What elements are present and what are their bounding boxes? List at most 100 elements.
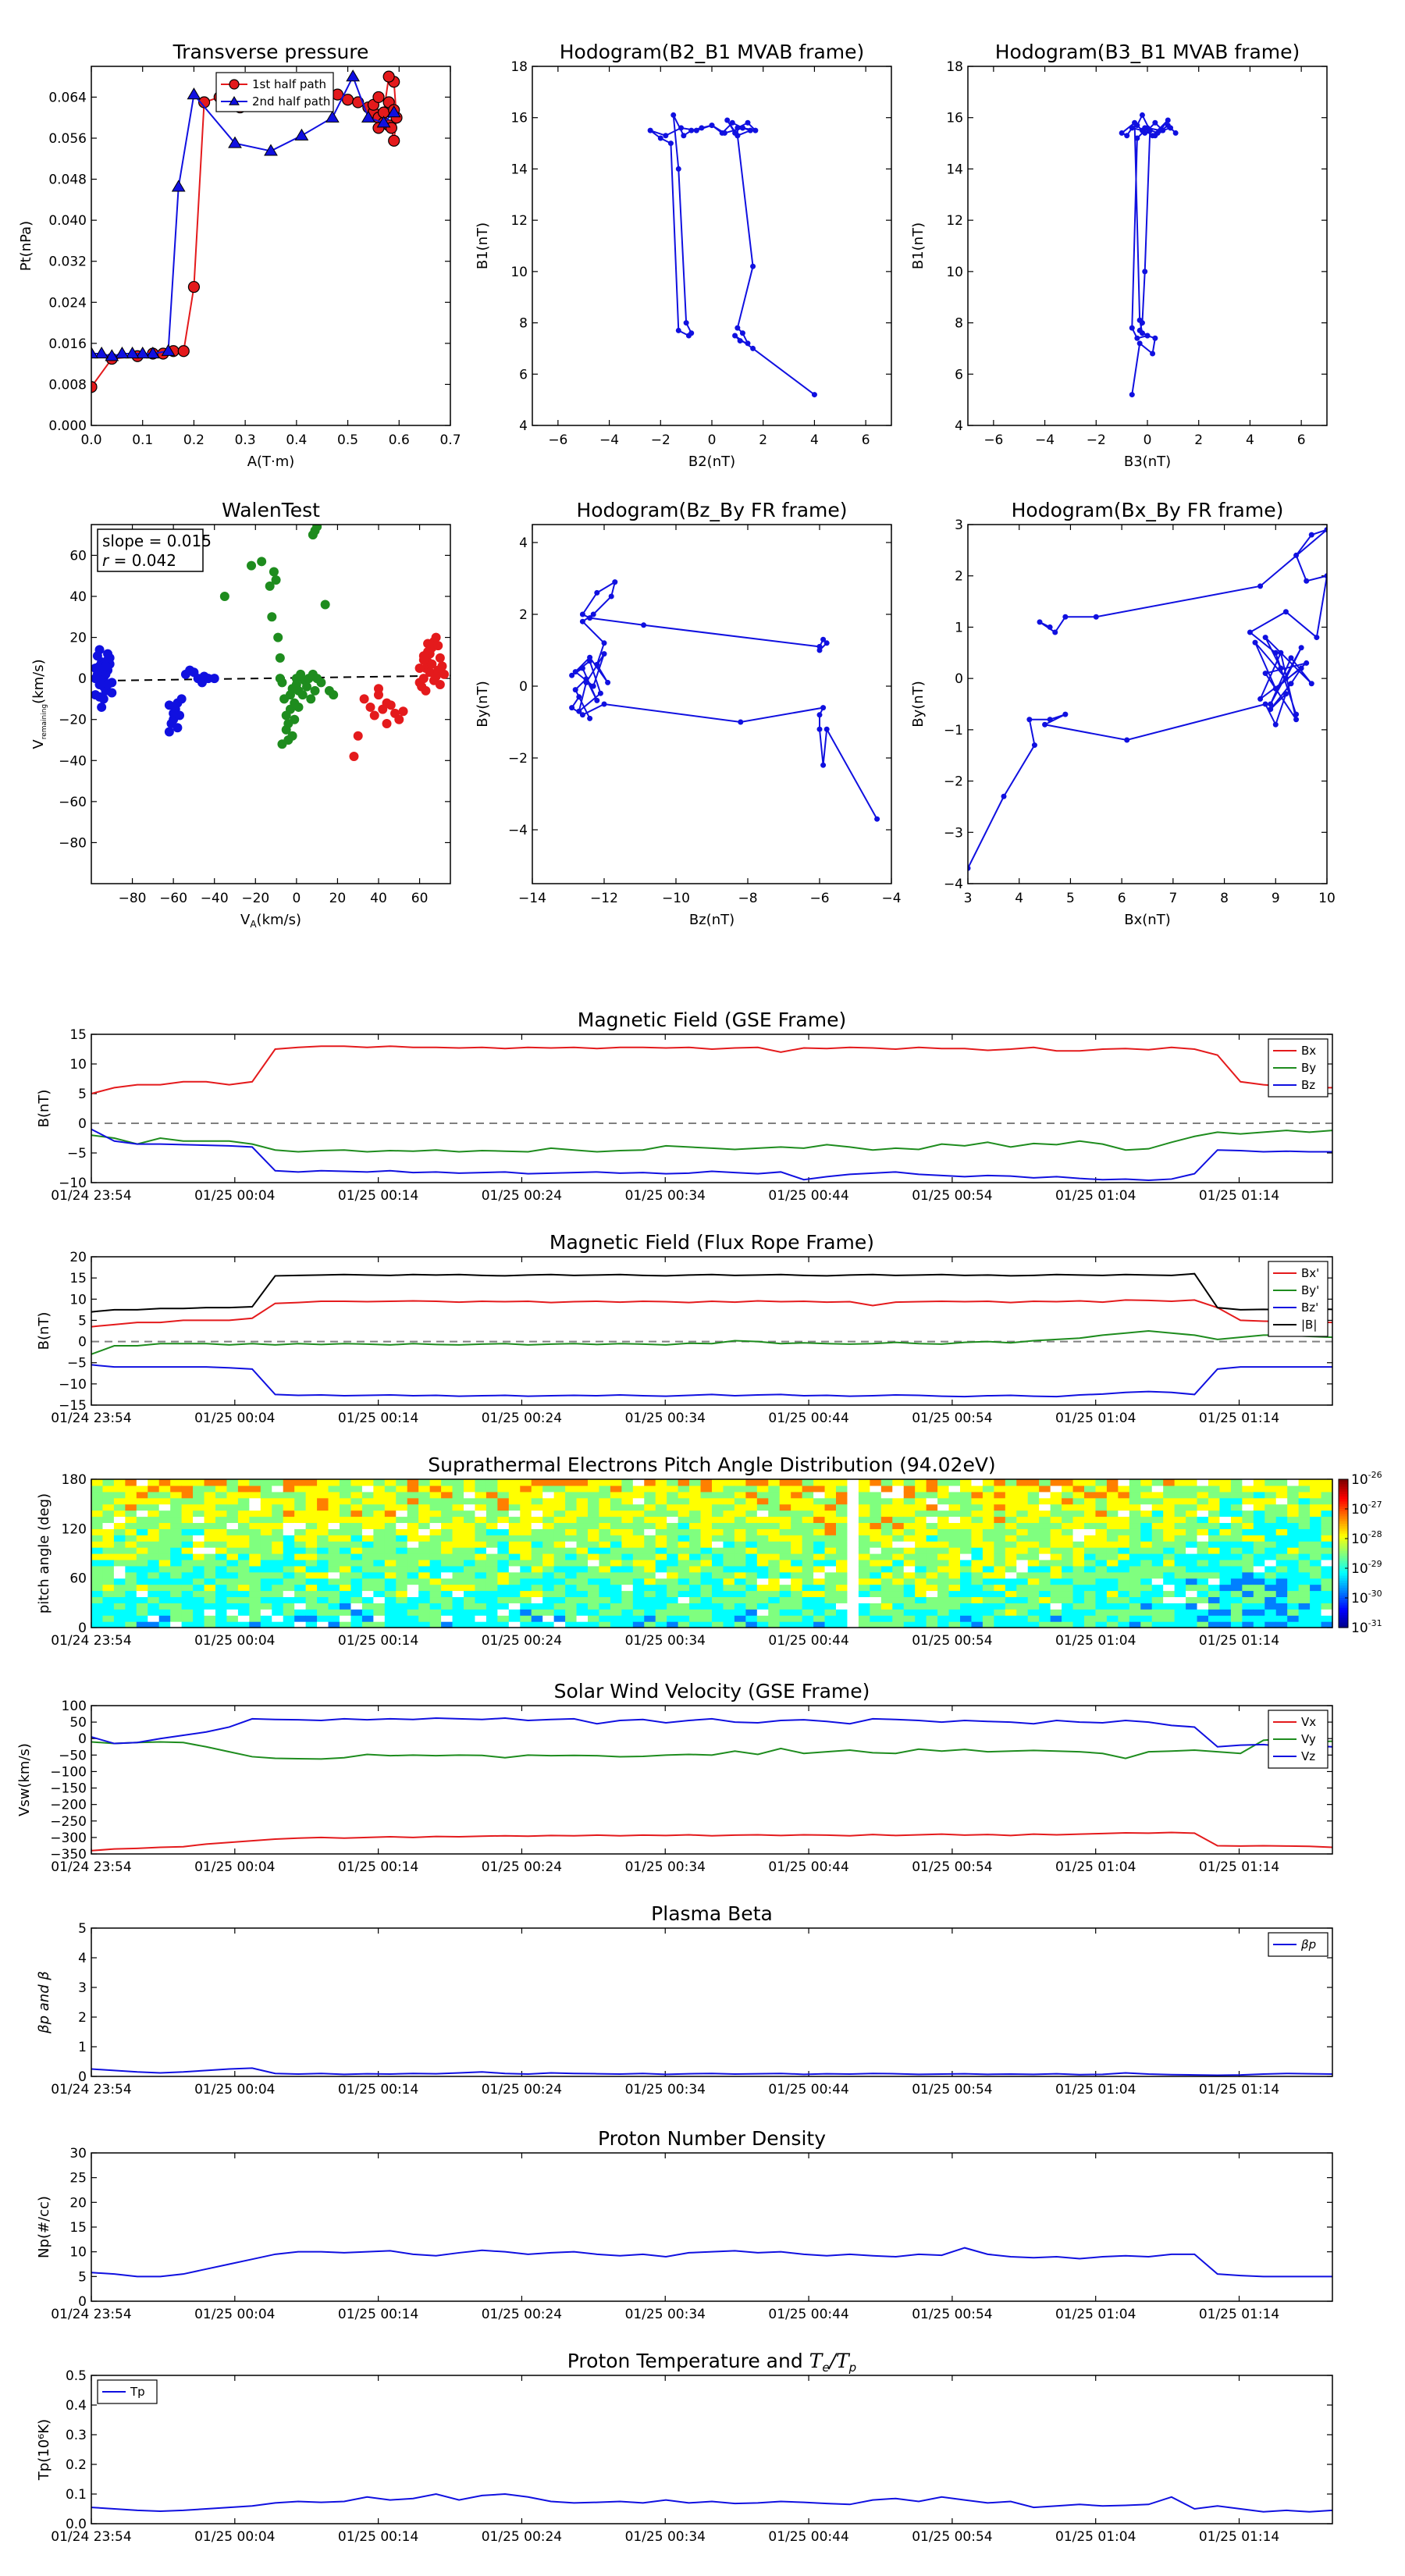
heatmap-cell xyxy=(870,1584,882,1592)
heatmap-cell xyxy=(632,1547,645,1554)
heatmap-cell xyxy=(621,1528,634,1535)
heatmap-cell xyxy=(621,1491,634,1499)
data-point xyxy=(125,347,140,359)
heatmap-cell xyxy=(542,1547,555,1554)
legend-label: βp xyxy=(1300,1937,1316,1952)
heatmap-cell xyxy=(971,1479,984,1486)
data-point xyxy=(435,653,445,663)
data-point xyxy=(1324,573,1327,579)
heatmap-cell xyxy=(283,1522,295,1529)
data-point xyxy=(376,116,391,128)
heatmap-cell xyxy=(113,1510,126,1517)
heatmap-cell xyxy=(599,1584,611,1592)
heatmap-cell xyxy=(644,1565,656,1573)
heatmap-cell xyxy=(441,1596,454,1603)
heatmap-cell xyxy=(1005,1503,1017,1511)
heatmap-cell xyxy=(396,1522,408,1529)
heatmap-cell xyxy=(779,1603,791,1610)
heatmap-cell xyxy=(870,1503,882,1511)
heatmap-cell xyxy=(1050,1497,1062,1505)
heatmap-cell xyxy=(429,1571,442,1579)
heatmap-cell xyxy=(610,1565,622,1573)
heatmap-cell xyxy=(193,1535,205,1542)
heatmap-cell xyxy=(1275,1541,1288,1548)
heatmap-cell xyxy=(565,1479,578,1486)
heatmap-cell xyxy=(745,1603,758,1610)
heatmap-cell xyxy=(328,1503,340,1511)
heatmap-cell xyxy=(396,1528,408,1535)
data-point xyxy=(1144,333,1151,339)
heatmap-cell xyxy=(712,1609,724,1616)
heatmap-cell xyxy=(1084,1479,1097,1486)
heatmap-cell xyxy=(824,1503,837,1511)
colorbar-step xyxy=(1339,1524,1348,1527)
heatmap-cell xyxy=(170,1578,183,1585)
heatmap-cell xyxy=(520,1615,532,1622)
y-tick-label: 16 xyxy=(946,111,963,126)
heatmap-cell xyxy=(237,1503,250,1511)
heatmap-cell xyxy=(565,1528,578,1535)
heatmap-cell xyxy=(1106,1578,1119,1585)
heatmap-cell xyxy=(553,1553,566,1560)
heatmap-cell xyxy=(599,1621,611,1628)
data-point xyxy=(164,700,174,710)
heatmap-cell xyxy=(937,1553,950,1560)
heatmap-cell xyxy=(373,1596,386,1603)
heatmap-cell xyxy=(1027,1491,1040,1499)
heatmap-cell xyxy=(948,1491,961,1499)
heatmap-cell xyxy=(136,1547,148,1554)
heatmap-cell xyxy=(418,1553,431,1560)
heatmap-cell xyxy=(745,1553,758,1560)
heatmap-cell xyxy=(136,1584,148,1592)
heatmap-cell xyxy=(802,1571,814,1579)
series-line xyxy=(91,1130,1332,1153)
heatmap-cell xyxy=(464,1578,476,1585)
heatmap-cell xyxy=(926,1615,938,1622)
heatmap-cell xyxy=(1151,1479,1164,1486)
heatmap-cell xyxy=(1310,1516,1322,1524)
heatmap-cell xyxy=(926,1479,938,1486)
heatmap-cell xyxy=(396,1584,408,1592)
heatmap-cell xyxy=(429,1609,442,1616)
heatmap-cell xyxy=(565,1547,578,1554)
heatmap-cell xyxy=(1219,1571,1232,1579)
heatmap-cell xyxy=(1039,1615,1051,1622)
heatmap-cell xyxy=(1005,1578,1017,1585)
heatmap-cell xyxy=(429,1603,442,1610)
heatmap-cell xyxy=(317,1510,329,1517)
heatmap-cell xyxy=(791,1596,803,1603)
heatmap-cell xyxy=(1140,1621,1153,1628)
heatmap-cell xyxy=(870,1590,882,1598)
data-point xyxy=(1247,629,1253,635)
x-tick-label: 8 xyxy=(1220,891,1229,906)
heatmap-cell xyxy=(542,1522,555,1529)
heatmap-cell xyxy=(667,1615,679,1622)
heatmap-cell xyxy=(553,1578,566,1585)
heatmap-cell xyxy=(1264,1497,1277,1505)
heatmap-cell xyxy=(520,1485,532,1493)
heatmap-cell xyxy=(667,1596,679,1603)
series-line xyxy=(91,2492,1332,2513)
heatmap-cell xyxy=(553,1565,566,1573)
heatmap-cell xyxy=(294,1485,307,1493)
heatmap-cell xyxy=(340,1497,352,1505)
heatmap-cell xyxy=(723,1516,735,1524)
heatmap-cell xyxy=(396,1596,408,1603)
heatmap-cell xyxy=(599,1596,611,1603)
heatmap-cell xyxy=(283,1528,295,1535)
colorbar-step xyxy=(1339,1518,1348,1522)
heatmap-cell xyxy=(102,1522,115,1529)
heatmap-cell xyxy=(260,1516,272,1524)
heatmap-cell xyxy=(1163,1528,1176,1535)
heatmap-cell xyxy=(1219,1615,1232,1622)
heatmap-cell xyxy=(734,1503,746,1511)
heatmap-cell xyxy=(1140,1584,1153,1592)
heatmap-cell xyxy=(858,1553,870,1560)
heatmap-cell xyxy=(948,1590,961,1598)
heatmap-cell xyxy=(599,1522,611,1529)
x-tick-label: 2 xyxy=(1194,432,1203,448)
heatmap-cell xyxy=(215,1547,228,1554)
heatmap-cell xyxy=(1253,1547,1265,1554)
heatmap-cell xyxy=(102,1547,115,1554)
heatmap-cell xyxy=(1151,1522,1164,1529)
